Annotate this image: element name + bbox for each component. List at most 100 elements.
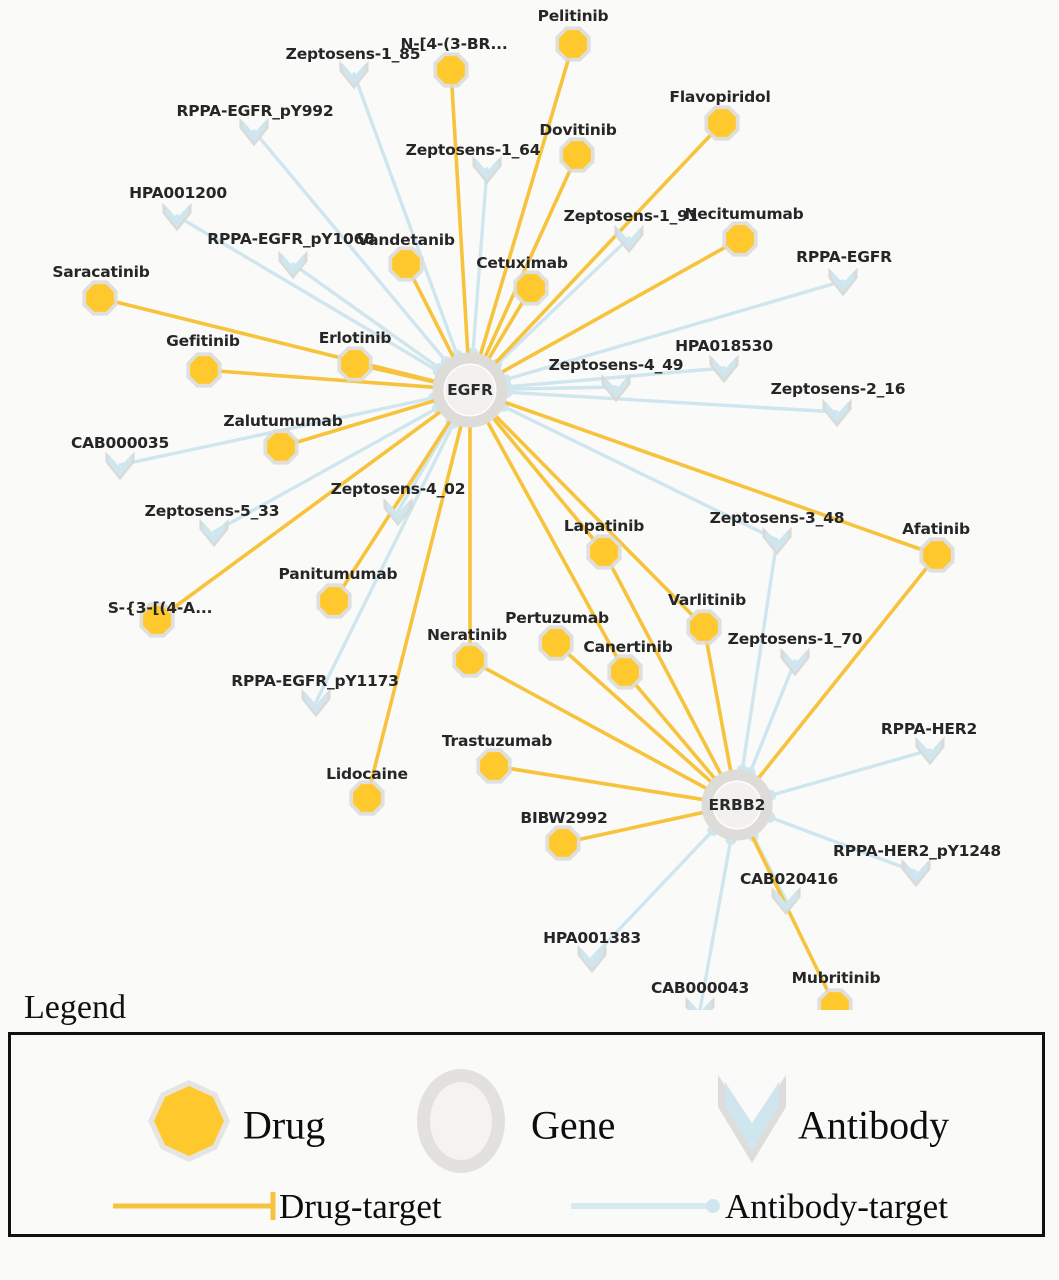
graph-edge (602, 550, 723, 776)
graph-edge (483, 153, 579, 359)
gene-node-label: ERBB2 (708, 796, 766, 814)
antibody-node-label: RPPA-EGFR_pY1173 (231, 672, 399, 690)
antibody-node-label: RPPA-EGFR_pY1068 (207, 230, 375, 248)
drug-node (559, 137, 595, 173)
graph-edge (365, 424, 463, 800)
graph-edge (396, 420, 453, 513)
antibody-node (901, 858, 931, 888)
graph-edge (500, 237, 742, 374)
drug-node (349, 780, 385, 816)
legend-label-gene: Gene (531, 1102, 616, 1148)
legend-gene-icon (417, 1068, 505, 1173)
legend-drug-target-line (113, 1191, 276, 1220)
gene-node-label: EGFR (447, 381, 493, 399)
graph-edge (554, 641, 713, 784)
antibody-node-label: Zeptosens-3_48 (709, 509, 845, 527)
graph-edge (590, 828, 715, 960)
antibody-node (162, 202, 192, 232)
drug-node-label: Dovitinib (539, 121, 617, 139)
drug-node (586, 534, 622, 570)
antibody-node-label: Zeptosens-1_91 (563, 207, 699, 225)
drug-node-label: Lidocaine (326, 765, 408, 783)
legend-graphics (113, 1068, 786, 1220)
legend-label-antibody-target: Antibody-target (725, 1186, 948, 1226)
antibody-node-label: RPPA-EGFR_pY992 (176, 102, 334, 120)
antibody-node (709, 354, 739, 384)
antibody-node (780, 647, 810, 677)
antibody-node (199, 518, 229, 548)
drug-node (545, 825, 581, 861)
antibody-node (915, 736, 945, 766)
graph-edge (352, 72, 459, 357)
drug-node-label: Varlitinib (667, 591, 747, 609)
drug-node-label: Vandetanib (357, 231, 455, 249)
drug-node-label: S-{3-[(4-A... (107, 599, 213, 617)
antibody-node-label: CAB000043 (650, 979, 750, 997)
antibody-node-label: Zeptosens-4_49 (548, 356, 684, 374)
graph-edge (494, 414, 706, 629)
graph-edge (623, 670, 717, 781)
antibody-node (577, 944, 607, 974)
drug-node-label: Pelitinib (537, 7, 609, 25)
antibody-node (301, 688, 331, 718)
antibody-node-label: Zeptosens-2_16 (770, 380, 906, 398)
legend-antibody-target-line (571, 1198, 720, 1213)
drug-node (139, 602, 175, 638)
drug-node-label: Pertuzumab (505, 609, 609, 627)
antibody-node (828, 267, 858, 297)
graph-edge (98, 296, 436, 383)
graph-edge (561, 810, 705, 845)
antibody-node (614, 224, 644, 254)
drug-node (538, 625, 574, 661)
drug-node (263, 429, 299, 465)
drug-node-label: Afatinib (902, 520, 970, 538)
graph-edge (449, 68, 470, 355)
antibody-node-label: RPPA-EGFR (796, 248, 892, 266)
graph-edge (486, 420, 627, 674)
antibody-node-label: HPA001200 (129, 184, 227, 202)
drug-node-label: Flavopiridol (669, 88, 771, 106)
antibody-node (472, 155, 502, 185)
graph-edge (493, 121, 724, 365)
drug-node-label: Canertinib (583, 638, 673, 656)
graph-edge (768, 815, 918, 874)
legend-drug-icon (148, 1079, 230, 1162)
antibody-node (822, 398, 852, 428)
graph-edge (279, 398, 437, 449)
antibody-node (762, 526, 792, 556)
drug-node (555, 26, 591, 62)
antibody-node (278, 250, 308, 280)
drug-node (433, 52, 469, 88)
legend-label-drug: Drug (243, 1102, 326, 1148)
graph-edge (505, 366, 726, 389)
drug-node-label: Zalutumumab (223, 412, 343, 430)
antibody-node-label: Zeptosens-5_33 (144, 502, 280, 520)
graph-edge (503, 279, 845, 382)
graph-edge (740, 538, 779, 773)
graph-edge (495, 236, 631, 367)
gene-node (432, 352, 508, 428)
antibody-node-label: Zeptosens-4_02 (330, 480, 466, 498)
drug-node (704, 105, 740, 141)
drug-node-label: Lapatinib (563, 517, 645, 535)
drug-node (722, 221, 758, 257)
drug-node (186, 352, 222, 388)
antibody-node-label: Zeptosens-1_70 (727, 630, 863, 648)
graph-edge (505, 385, 618, 391)
graph-edge (202, 368, 435, 390)
graph-edge (468, 658, 709, 791)
graph-edge (212, 406, 440, 534)
drug-node-label: Trastuzumab (441, 732, 553, 750)
antibody-node-label: HPA018530 (675, 337, 773, 355)
drug-node (388, 246, 424, 282)
graph-edge (478, 42, 575, 357)
drug-node (919, 537, 955, 573)
graph-edge (492, 764, 705, 802)
graph-edge (314, 421, 456, 704)
antibody-node-label: Zeptosens-1_85 (285, 45, 421, 63)
drug-node (607, 654, 643, 690)
graph-edge (503, 400, 939, 557)
drug-node-label: BIBW2992 (520, 809, 608, 827)
antibody-node (239, 117, 269, 147)
